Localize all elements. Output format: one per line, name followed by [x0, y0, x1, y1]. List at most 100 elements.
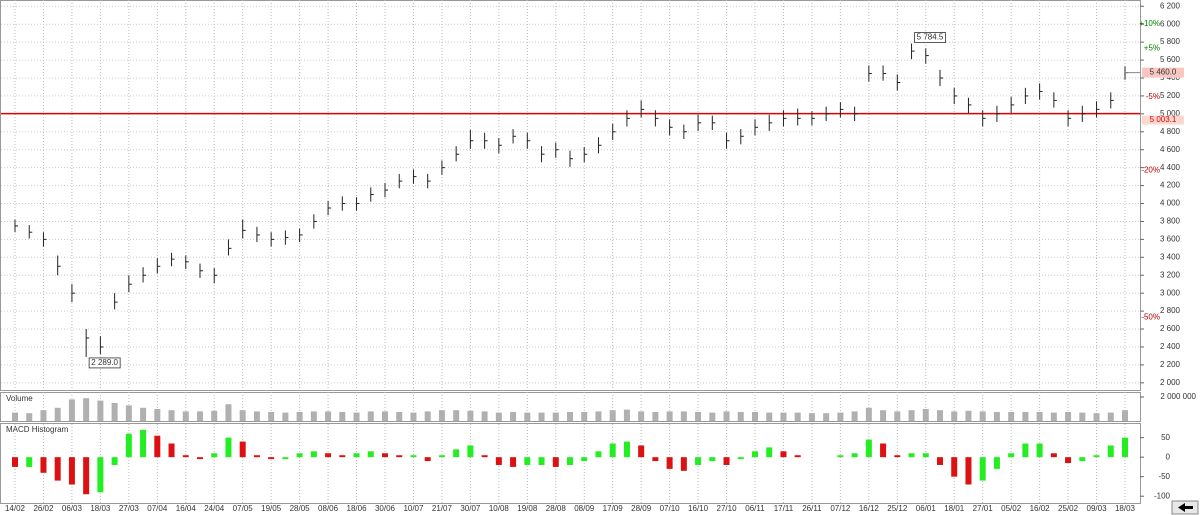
macd-panel	[0, 423, 1141, 504]
y-tick-label: 5 000	[1160, 109, 1181, 118]
x-tick-label: 14/02	[5, 504, 26, 513]
x-tick-label: 06/11	[745, 504, 765, 513]
volume-bar	[353, 412, 360, 421]
macd-bar	[581, 457, 588, 462]
volume-bar	[495, 412, 502, 421]
macd-bar	[40, 457, 47, 473]
volume-bar	[197, 411, 203, 421]
macd-bar	[1122, 437, 1128, 458]
macd-bar	[197, 457, 203, 460]
volume-bar	[268, 412, 275, 421]
volume-bar	[794, 412, 801, 421]
x-tick-label: 25/02	[1058, 504, 1079, 513]
label-box	[1142, 115, 1184, 125]
x-tick-label: 28/09	[631, 504, 652, 513]
macd-bar	[709, 457, 716, 462]
y-tick-label: -50	[1158, 472, 1170, 481]
volume-bar	[211, 410, 218, 421]
last-price-label: 5 460.0	[1150, 68, 1177, 77]
macd-bar	[837, 455, 844, 458]
x-tick-label: 27/03	[119, 504, 140, 513]
volume-bar	[68, 399, 75, 421]
macd-bar	[453, 449, 460, 458]
volume-bar	[538, 412, 545, 421]
percent-label: -20%	[1141, 166, 1160, 175]
y-tick-label: 5 600	[1160, 55, 1181, 64]
x-tick-label: 08/09	[574, 504, 595, 513]
volume-bar	[1008, 412, 1015, 421]
percent-label: -50%	[1141, 312, 1160, 321]
macd-bar	[26, 457, 33, 467]
volume-bar	[510, 412, 517, 421]
macd-bar	[467, 445, 474, 458]
volume-bar	[253, 411, 260, 421]
volume-bar	[823, 413, 830, 421]
macd-bar	[652, 457, 659, 462]
macd-bar	[282, 457, 289, 460]
y-tick-label: 2 400	[1160, 342, 1181, 351]
macd-bar	[182, 455, 189, 458]
macd-bar	[1022, 443, 1029, 458]
y-tick-label: 2 800	[1160, 306, 1181, 315]
macd-bar	[922, 453, 929, 458]
volume-bar	[1093, 413, 1100, 421]
macd-bar	[382, 453, 388, 458]
macd-bar	[154, 435, 161, 458]
macd-bar	[979, 457, 986, 481]
macd-bar	[538, 457, 545, 465]
macd-bar	[495, 457, 502, 465]
macd-bar	[851, 453, 858, 458]
macd-bar	[1093, 455, 1100, 458]
y-tick-label: 5 800	[1160, 37, 1181, 46]
x-tick-label: 16/04	[176, 504, 197, 513]
macd-bar	[1107, 445, 1114, 458]
macd-bar	[666, 457, 673, 469]
x-tick-label: 28/05	[290, 504, 311, 513]
y-tick-label: 2 000 000	[1160, 392, 1196, 401]
x-tick-label: 18/01	[944, 504, 965, 513]
y-tick-label: 3 000	[1160, 288, 1181, 297]
macd-bar	[1079, 457, 1086, 462]
y-tick-label: 3 800	[1160, 217, 1181, 226]
label-box	[1142, 67, 1184, 78]
macd-bar	[239, 441, 246, 458]
volume-bar	[993, 412, 1000, 421]
volume-bar	[752, 412, 758, 421]
x-tick-label: 10/07	[403, 504, 424, 513]
volume-bar	[894, 411, 901, 421]
volume-bar	[524, 412, 531, 421]
volume-bar	[623, 409, 630, 421]
y-tick-label: 50	[1161, 433, 1170, 442]
macd-bar	[225, 437, 232, 458]
volume-bar	[396, 412, 403, 421]
macd-bar	[794, 455, 801, 458]
volume-bar	[695, 412, 702, 421]
volume-bar	[652, 412, 659, 421]
volume-bar	[225, 404, 232, 421]
macd-bar	[1008, 453, 1015, 458]
macd-bar	[481, 455, 488, 458]
volume-bar	[424, 411, 431, 421]
macd-bar	[268, 457, 275, 460]
arrow-icon	[1178, 503, 1193, 512]
volume-bar	[111, 403, 118, 421]
y-tick-label: 5 200	[1160, 91, 1181, 100]
macd-bar	[510, 457, 517, 467]
x-tick-label: 30/06	[375, 504, 396, 513]
annotation-box	[88, 357, 121, 369]
percent-label: +10%	[1139, 19, 1160, 28]
volume-bar	[581, 412, 588, 421]
macd-bar	[552, 457, 559, 467]
volume-bar	[12, 412, 18, 421]
macd-bar	[880, 443, 887, 458]
macd-bar	[965, 457, 972, 485]
macd-bar	[766, 447, 773, 458]
volume-bar	[979, 411, 986, 421]
macd-bar	[111, 457, 118, 465]
x-tick-label: 17/09	[603, 504, 624, 513]
volume-bar	[723, 411, 730, 421]
macd-bar	[1036, 443, 1043, 458]
volume-bar	[680, 411, 687, 421]
volume-bar	[125, 405, 132, 421]
